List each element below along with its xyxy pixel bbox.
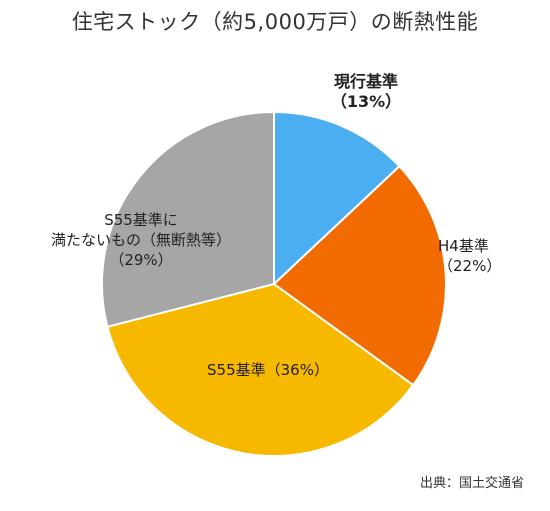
slice-label-line: （22%）	[438, 257, 502, 275]
pie-slice-current-standard	[273, 110, 401, 287]
slice-label-s55-standard: S55基準（36%）	[188, 360, 348, 380]
slice-label-line: H4基準	[438, 237, 489, 255]
chart-title: 住宅ストック（約5,000万戸）の断熱性能	[71, 10, 479, 34]
slice-label-below-s55: S55基準に 満たないもの（無断熱等） （29%）	[36, 210, 246, 270]
slice-label-line: （13%）	[330, 92, 402, 111]
source-note: 出典：国土交通省	[419, 476, 524, 491]
slice-label-line: S55基準に	[104, 211, 178, 229]
pie-slice-h4-standard	[272, 164, 447, 387]
pie-slice-s55-standard	[106, 282, 415, 458]
slice-label-h4-standard: H4基準 （22%）	[438, 236, 528, 276]
pie-slice-below-s55	[100, 110, 275, 328]
slice-label-line: 満たないもの（無断熱等）	[50, 231, 231, 249]
slice-label-line: 現行基準	[333, 72, 398, 91]
slice-label-current-standard: 現行基準 （13%）	[296, 72, 436, 112]
slice-label-line: （29%）	[109, 251, 173, 269]
slice-label-line: S55基準（36%）	[207, 361, 329, 379]
